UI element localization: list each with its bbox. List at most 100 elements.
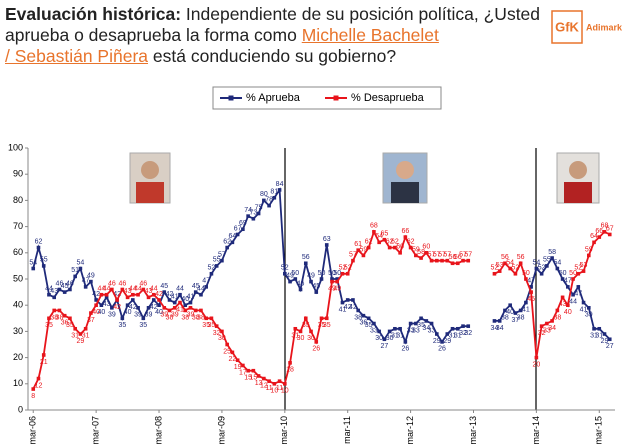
point <box>199 308 203 313</box>
value-label: 39 <box>108 312 116 319</box>
value-label: 42 <box>129 304 137 311</box>
point <box>246 368 250 373</box>
value-label: 40 <box>124 309 132 316</box>
value-label: 54 <box>506 259 514 266</box>
point <box>372 321 376 326</box>
value-label: 38 <box>166 314 174 321</box>
link[interactable]: Michelle Bachelet <box>301 25 439 45</box>
value-label: 67 <box>606 225 614 232</box>
value-label: 44 <box>129 286 137 293</box>
value-label: 30 <box>218 335 226 342</box>
value-label: 57 <box>218 252 226 259</box>
value-label: 35 <box>139 322 147 329</box>
value-label: 43 <box>124 288 132 295</box>
value-label: 37 <box>512 317 520 324</box>
value-label: 31 <box>396 333 404 340</box>
point <box>314 290 319 294</box>
value-label: 42 <box>349 304 357 311</box>
value-label: 39 <box>171 312 179 319</box>
value-label: 38 <box>197 314 205 321</box>
value-label: 13 <box>255 380 263 387</box>
point <box>314 340 319 344</box>
value-label: 52 <box>281 265 289 272</box>
value-label: 44 <box>197 286 205 293</box>
point <box>545 321 549 326</box>
value-label: 47 <box>564 278 572 285</box>
point <box>508 266 512 271</box>
point <box>492 319 497 323</box>
value-label: 68 <box>601 223 609 230</box>
point <box>566 303 570 307</box>
point <box>52 308 57 313</box>
value-label: 21 <box>40 359 48 366</box>
point <box>324 243 329 247</box>
point <box>450 261 455 266</box>
value-label: 52 <box>538 265 546 272</box>
point <box>429 258 434 263</box>
value-label: 35 <box>318 322 326 329</box>
point <box>83 285 88 289</box>
point <box>555 266 560 271</box>
point <box>110 287 114 292</box>
point <box>393 245 397 250</box>
point <box>83 326 88 331</box>
value-label: 43 <box>103 301 111 308</box>
point <box>534 266 539 271</box>
value-label: 50 <box>569 270 577 277</box>
point <box>183 308 188 313</box>
value-label: 41 <box>187 293 195 300</box>
point <box>36 245 41 250</box>
y-tick-label: 100 <box>8 142 23 152</box>
point <box>272 195 277 200</box>
y-tick-label: 60 <box>13 247 23 257</box>
value-label: 52 <box>344 265 352 272</box>
value-label: 8 <box>31 393 35 400</box>
point <box>283 382 287 386</box>
link[interactable]: / Sebastián Piñera <box>5 46 149 66</box>
point <box>377 329 381 334</box>
value-label: 44 <box>569 299 577 306</box>
value-label: 50 <box>333 270 341 277</box>
value-label: 46 <box>118 280 126 287</box>
value-label: 54 <box>77 259 85 266</box>
point <box>408 321 413 326</box>
point <box>214 324 219 328</box>
point <box>398 251 402 255</box>
value-label: 50 <box>559 270 567 277</box>
value-label: 68 <box>370 223 378 230</box>
point <box>162 306 167 310</box>
value-label: 40 <box>155 309 163 316</box>
value-label: 31 <box>71 333 79 340</box>
value-label: 35 <box>118 322 126 329</box>
value-label: 30 <box>297 335 305 342</box>
point <box>586 253 591 258</box>
value-label: 19 <box>234 364 242 371</box>
value-label: 42 <box>150 304 158 311</box>
point <box>503 261 507 266</box>
x-tick-label: mar-07 <box>91 416 101 445</box>
point <box>235 232 240 237</box>
point <box>36 376 41 381</box>
value-label: 30 <box>386 335 394 342</box>
point <box>529 285 533 289</box>
value-label: 81 <box>270 189 278 196</box>
point <box>398 326 402 331</box>
value-label: 50 <box>291 270 299 277</box>
point <box>351 298 355 302</box>
y-tick-label: 0 <box>18 404 23 414</box>
point <box>220 329 224 334</box>
value-label: 22 <box>229 356 237 363</box>
value-label: 57 <box>349 252 357 259</box>
value-label: 26 <box>401 346 409 353</box>
value-label: 38 <box>517 314 525 321</box>
value-label: 26 <box>312 346 320 353</box>
value-label: 60 <box>422 244 430 251</box>
point <box>576 271 581 276</box>
point <box>335 277 340 281</box>
value-label: 38 <box>56 314 64 321</box>
value-label: 47 <box>82 278 90 285</box>
point <box>204 285 208 289</box>
point <box>131 292 135 297</box>
point <box>125 303 130 307</box>
